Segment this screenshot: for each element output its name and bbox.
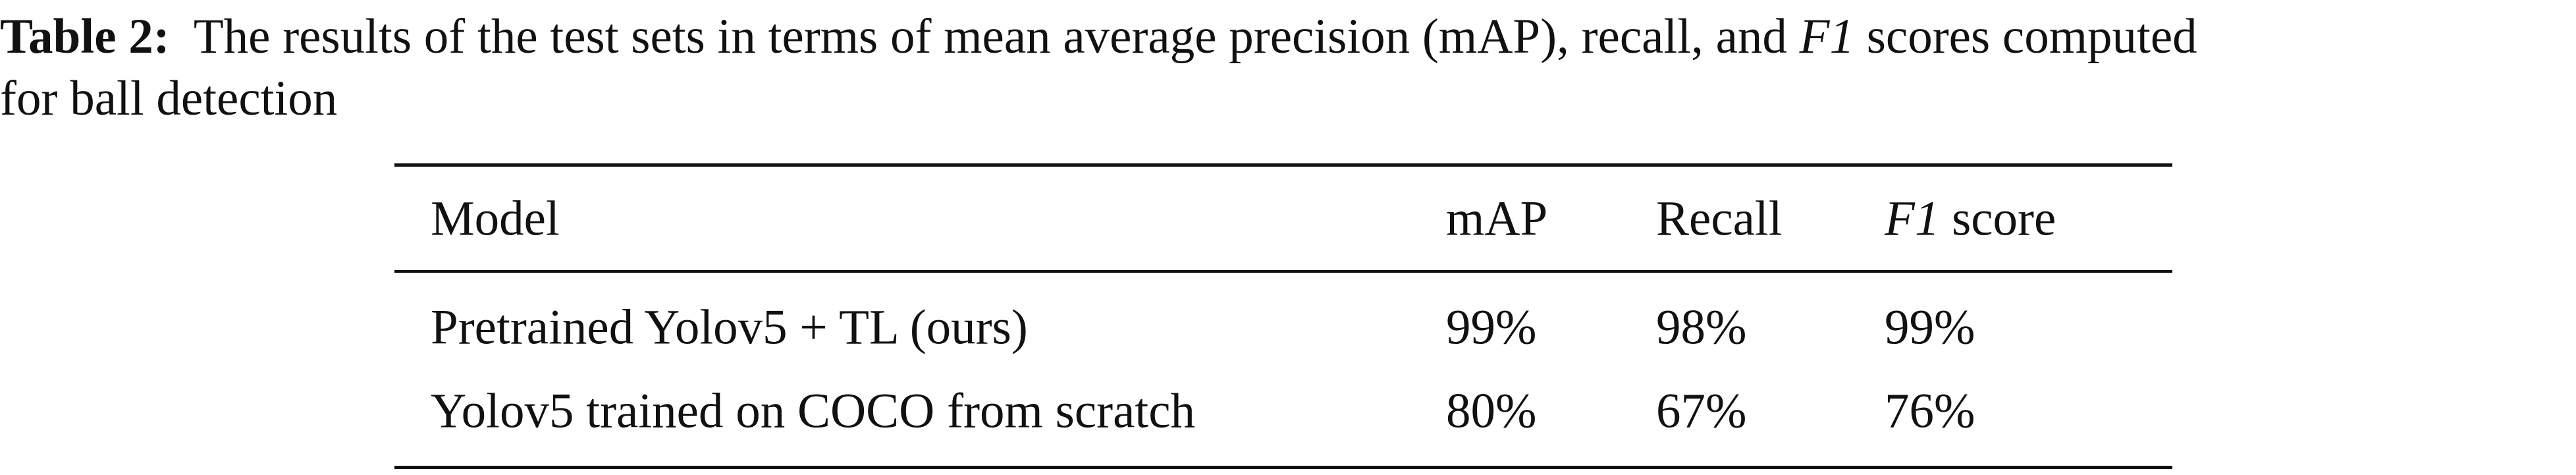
- bottom-rule: [394, 466, 2172, 469]
- caption-text: scores computed: [1866, 9, 2197, 64]
- caption-line-2: for ball detection: [0, 74, 337, 123]
- mid-rule: [394, 270, 2172, 273]
- header-cell: F1 score: [1885, 194, 2056, 244]
- table-cell: Yolov5 trained on COCO from scratch: [431, 383, 1195, 439]
- table-cell: 67%: [1656, 383, 1747, 439]
- table-cell: 99%: [1885, 300, 1975, 355]
- table-cell: 80%: [1446, 383, 1537, 439]
- table-cell: 98%: [1656, 300, 1747, 355]
- caption-text: The results of the test sets in terms of…: [193, 9, 1787, 64]
- caption-line-1: Table 2: The results of the test sets in…: [0, 12, 2197, 61]
- table-cell: Pretrained Yolov5 + TL (ours): [431, 300, 1028, 355]
- top-rule: [394, 163, 2172, 167]
- header-text: score: [1952, 191, 2056, 246]
- header-cell: Model: [431, 191, 560, 246]
- table-cell: 76%: [1885, 383, 1975, 439]
- caption-italic: F1: [1799, 9, 1854, 64]
- header-cell: mAP: [1446, 191, 1548, 246]
- header-cell: Recall: [1656, 191, 1783, 246]
- header-italic: F1: [1885, 191, 1940, 246]
- caption-label: Table 2:: [0, 9, 170, 64]
- table-cell: 99%: [1446, 300, 1537, 355]
- caption-text: for ball detection: [0, 71, 338, 126]
